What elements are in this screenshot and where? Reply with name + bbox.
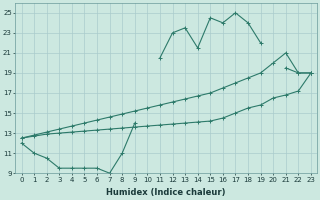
X-axis label: Humidex (Indice chaleur): Humidex (Indice chaleur) [107, 188, 226, 197]
